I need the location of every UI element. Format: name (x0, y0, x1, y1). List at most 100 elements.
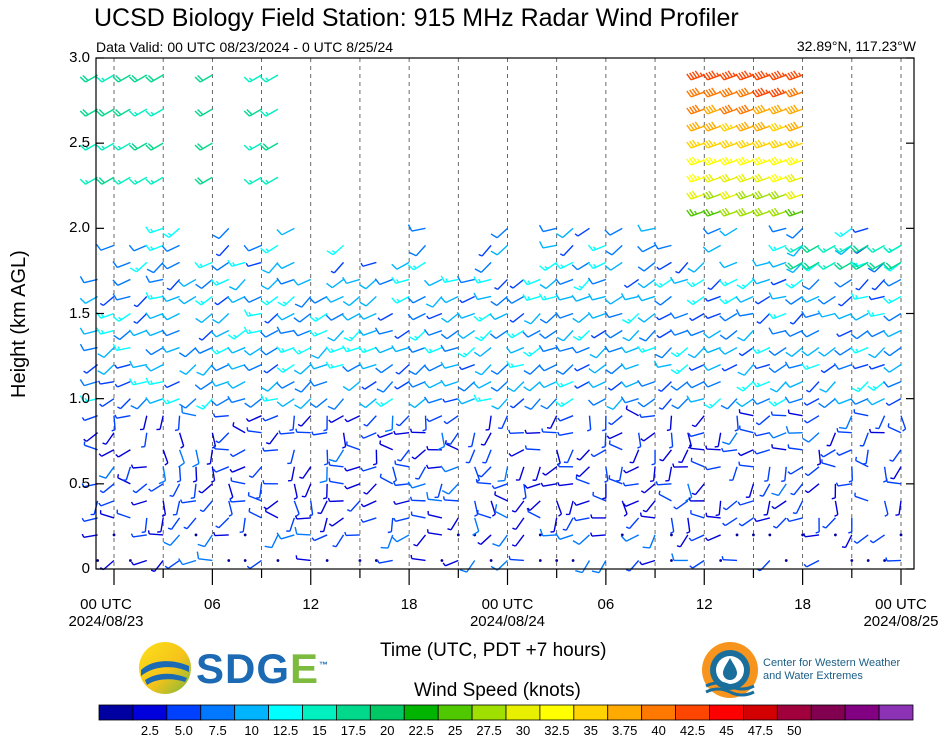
colorbar-tick-label: 27.5 (476, 723, 502, 738)
wind-barb (815, 517, 820, 534)
wind-barb (571, 261, 590, 271)
wind-barb (751, 207, 771, 217)
wind-barb (247, 492, 262, 502)
wind-barb (818, 398, 836, 409)
wind-barb (327, 398, 345, 410)
wind-barb (656, 329, 672, 339)
wind-barb (243, 309, 262, 317)
wind-barb (276, 277, 295, 285)
wind-barb (227, 329, 246, 340)
wind-barb (243, 363, 262, 372)
wind-barb (853, 409, 869, 417)
colorbar-segment (743, 704, 778, 721)
wind-barb (721, 363, 738, 372)
wind-barb (145, 275, 164, 283)
wind-barb (784, 156, 803, 166)
wind-barb (702, 104, 721, 115)
wind-barb (670, 347, 689, 358)
wind-barb (194, 381, 213, 391)
wind-barb (642, 534, 656, 549)
wind-barb (245, 261, 262, 268)
wind-barb (324, 449, 329, 466)
wind-barb (649, 466, 656, 483)
wind-barb (477, 509, 492, 519)
wind-barb (671, 398, 689, 410)
wind-barb (704, 534, 721, 542)
wind-barb (509, 312, 525, 323)
wind-barb (456, 311, 475, 319)
wind-barb (192, 449, 200, 468)
wind-barb (199, 500, 213, 513)
wind-barb (166, 278, 181, 291)
wind-barb (229, 449, 246, 458)
colorbar-segment (437, 704, 473, 721)
wind-barb (132, 483, 148, 494)
wind-barb (81, 517, 98, 523)
wind-barb (379, 473, 394, 485)
colorbar-segment (98, 704, 134, 721)
wind-barb (409, 428, 426, 434)
wind-barb (98, 500, 115, 507)
wind-barb (179, 398, 197, 409)
wind-barb (408, 330, 427, 341)
wind-barb (227, 295, 246, 304)
wind-barb (490, 244, 508, 256)
colorbar-segment (878, 704, 914, 721)
wind-barb (492, 534, 509, 547)
wind-barb (194, 295, 213, 306)
wind-barb (890, 466, 902, 480)
wind-barb (328, 477, 344, 485)
wind-barb (705, 512, 721, 519)
wind-barb (343, 466, 361, 472)
wind-barb (195, 278, 213, 289)
wind-barb (474, 500, 479, 517)
wind-barb (719, 261, 738, 269)
wind-barb (309, 398, 328, 409)
wind-barb (473, 347, 492, 357)
wind-barb (319, 466, 328, 484)
wind-barb (426, 312, 443, 320)
wind-barb (178, 558, 197, 566)
wind-barb (164, 559, 180, 570)
wind-barb (575, 466, 590, 478)
wind-barb (210, 346, 230, 355)
wind-barb (212, 227, 230, 240)
wind-barb (415, 466, 427, 480)
wind-barb (360, 432, 377, 439)
wind-barb (659, 449, 673, 462)
wind-barb (763, 500, 771, 516)
wind-barb (637, 224, 656, 232)
wind-barb (407, 380, 426, 388)
wind-barb (557, 431, 574, 437)
wind-barb (145, 312, 164, 320)
wind-barb (358, 346, 377, 354)
wind-barb (670, 517, 675, 534)
wind-barb (328, 449, 345, 463)
wind-barb (719, 559, 723, 562)
wind-barb (112, 343, 131, 352)
wind-barb (96, 559, 100, 562)
wind-barb (676, 534, 689, 548)
wind-barb (637, 294, 656, 302)
wind-barb (738, 346, 754, 357)
wind-barb (575, 475, 590, 485)
wind-barb (391, 345, 410, 353)
wind-barb (145, 226, 164, 234)
wind-barb (523, 364, 541, 375)
wind-barb (480, 432, 492, 446)
wind-barb (509, 398, 525, 409)
wind-barb (473, 276, 492, 284)
wind-barb (851, 381, 869, 393)
wind-barb (243, 559, 247, 562)
wind-barb (341, 345, 361, 353)
wind-barb (686, 121, 705, 132)
x-tick-label: 18 (794, 596, 811, 613)
wind-barb (719, 190, 738, 200)
wind-barb (587, 311, 607, 319)
wind-barb (112, 533, 116, 537)
wind-barb (868, 363, 885, 370)
wind-barb (673, 500, 689, 510)
wind-barb (161, 397, 180, 405)
wind-barb (294, 515, 311, 520)
wind-barb (359, 278, 377, 290)
